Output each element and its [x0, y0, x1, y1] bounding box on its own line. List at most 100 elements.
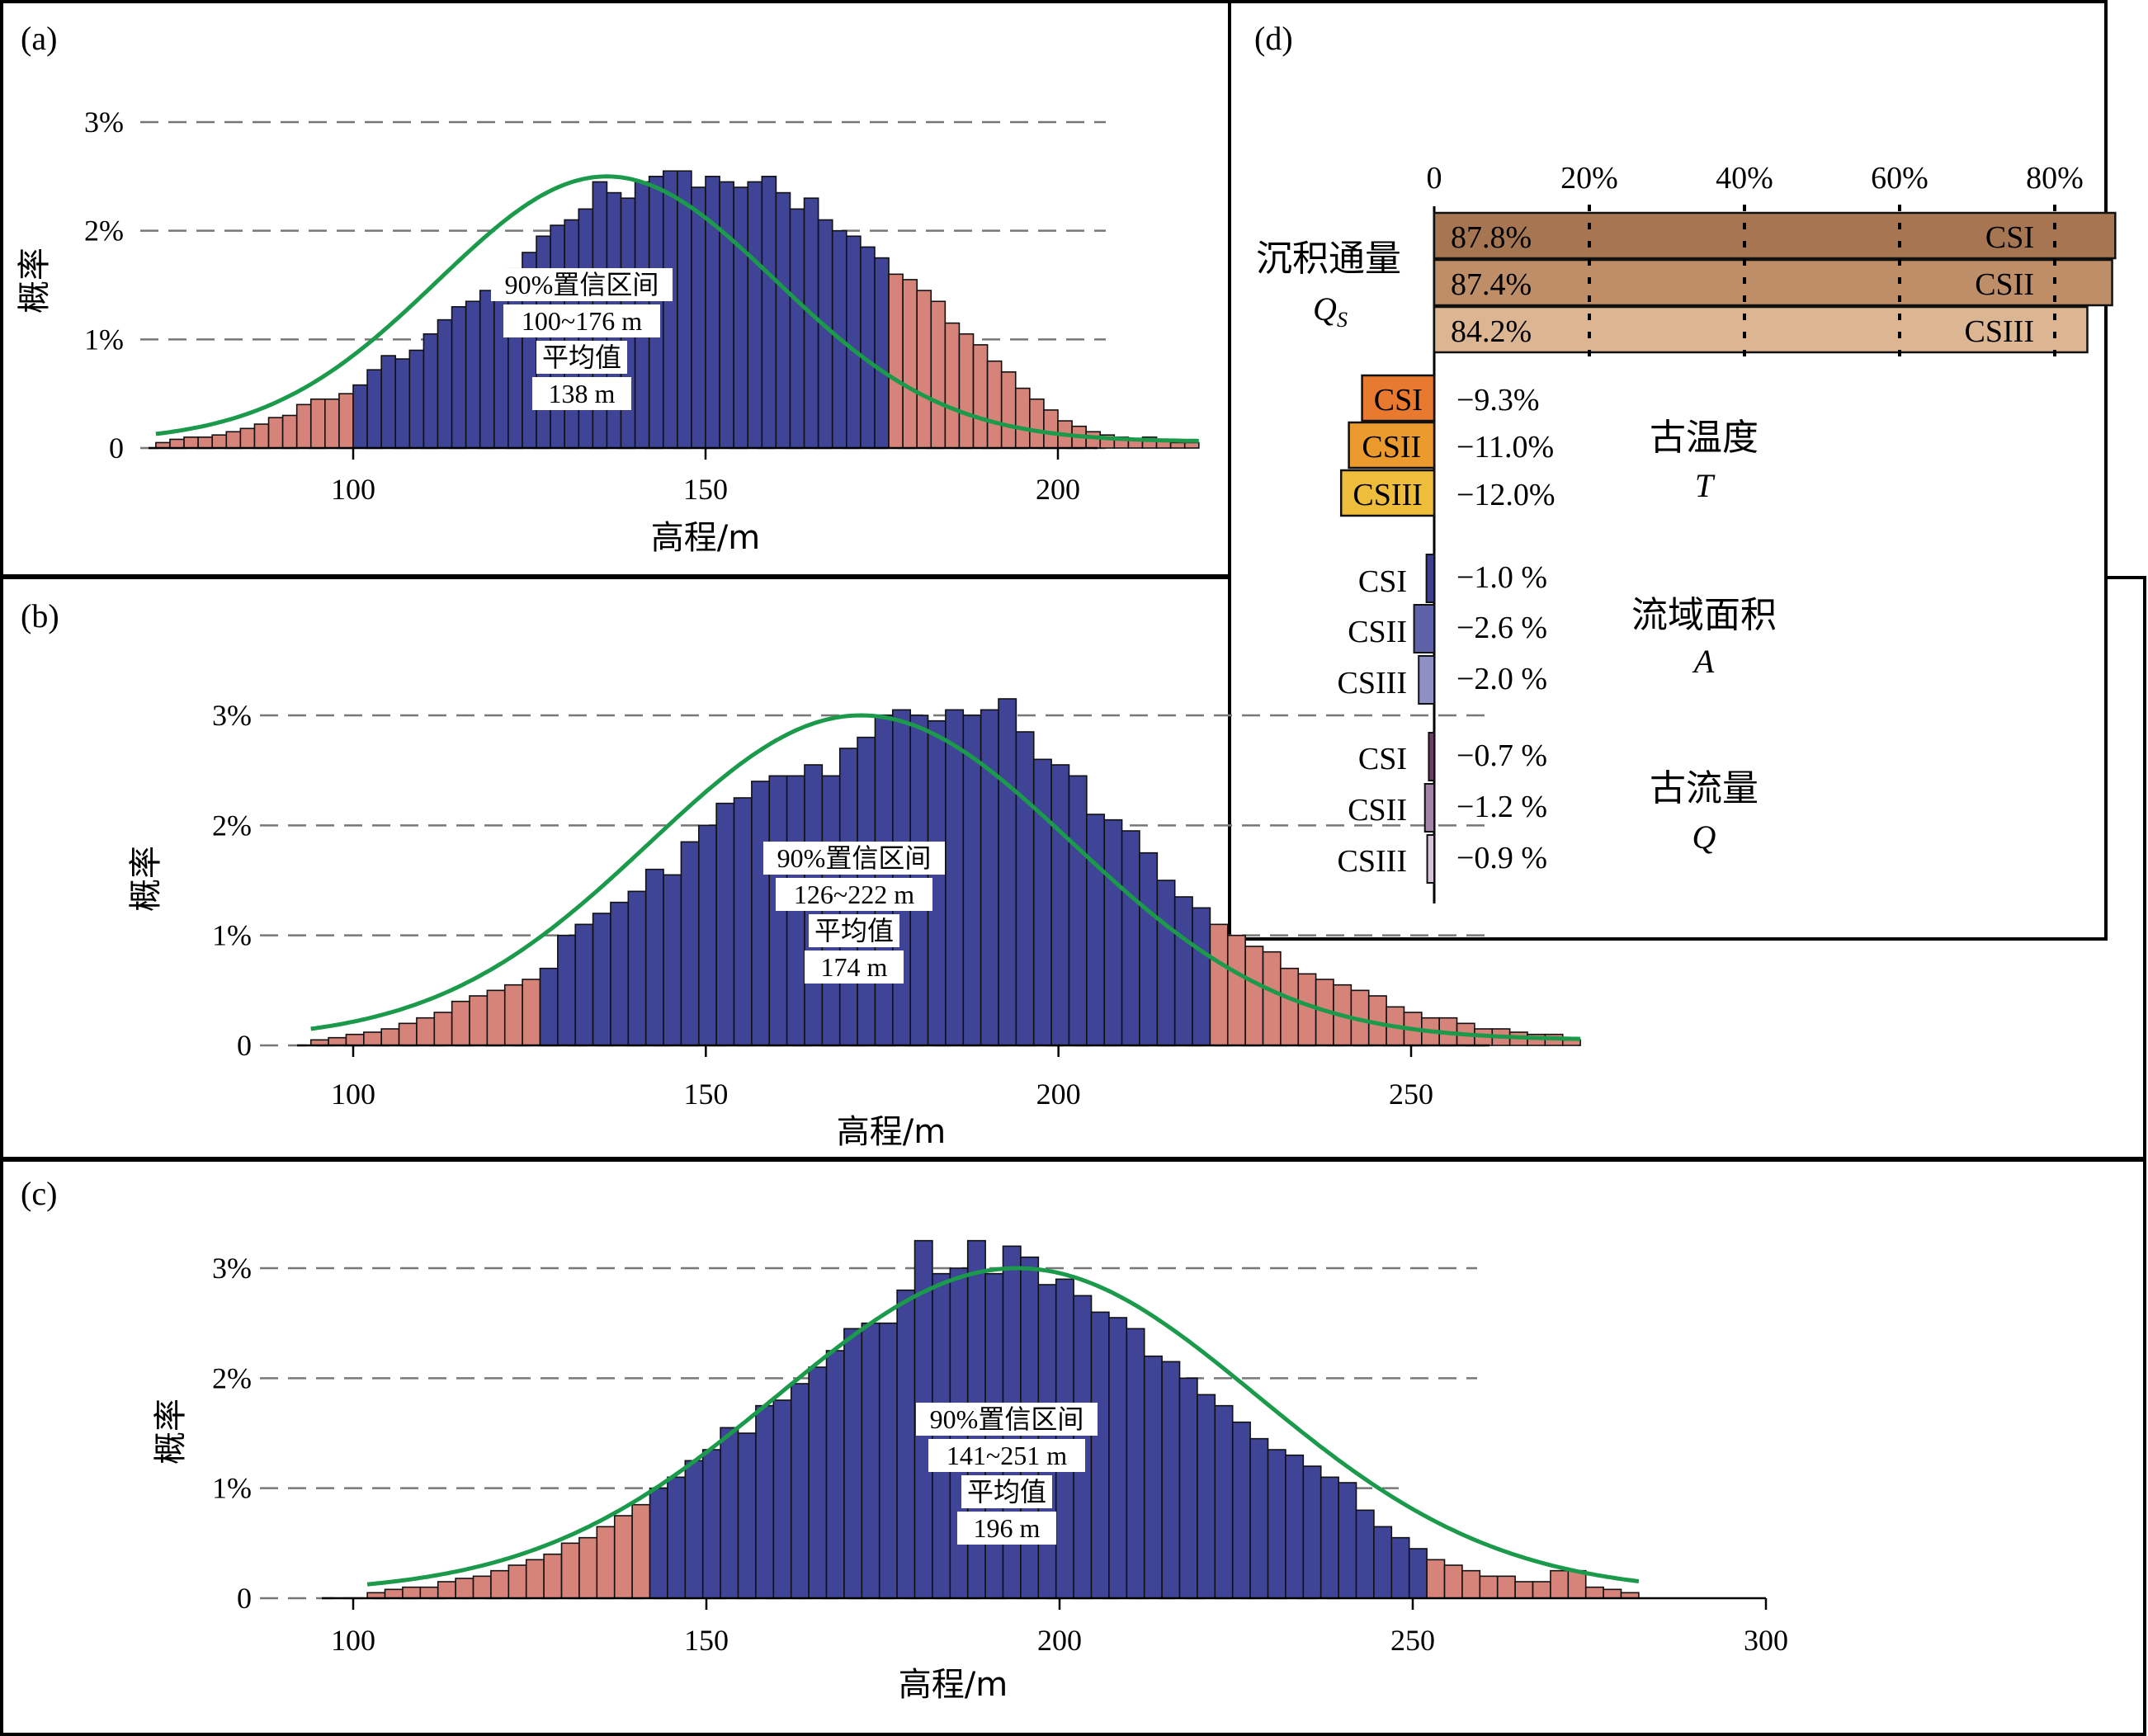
bar-inside-ci — [715, 802, 735, 1046]
bar-inside-ci — [789, 208, 805, 449]
x-axis-title: 高程/m — [899, 1666, 1008, 1704]
bar-inside-ci — [701, 1449, 721, 1599]
bar-inside-ci — [719, 181, 734, 449]
bar-inside-ci — [861, 1322, 880, 1599]
annotation-bg — [491, 268, 673, 301]
flow-bar-label: CSII — [1348, 793, 1407, 828]
bar-inside-ci — [680, 841, 700, 1046]
bar-inside-ci — [984, 1272, 1004, 1599]
annotation-bg — [961, 1475, 1052, 1508]
x-tick-label: 100 — [331, 473, 375, 506]
bar-inside-ci — [380, 355, 397, 449]
y-axis-title: 概率 — [152, 1399, 190, 1465]
bar-inside-ci — [846, 235, 862, 449]
bar-inside-ci — [1126, 1328, 1145, 1599]
area-bar-value: −2.0 % — [1456, 662, 1547, 696]
qs-bar-value: 87.8% — [1451, 220, 1532, 255]
area-bar-label: CSIII — [1338, 666, 1407, 701]
bar-outside-ci — [1280, 967, 1300, 1046]
bar-inside-ci — [408, 349, 425, 449]
mean-annotation: 平均值 — [542, 342, 621, 372]
bar-inside-ci — [772, 1399, 792, 1599]
bar-outside-ci — [1584, 1586, 1604, 1599]
bar-inside-ci — [574, 923, 594, 1046]
bar-inside-ci — [747, 181, 763, 449]
bar-outside-ci — [1550, 1569, 1570, 1599]
bar-outside-ci — [451, 1000, 470, 1046]
area-bar-label: CSII — [1348, 615, 1407, 649]
bar-outside-ci — [1297, 973, 1317, 1046]
bar-inside-ci — [998, 698, 1017, 1046]
annotation-bg — [536, 341, 627, 374]
bar-inside-ci — [394, 358, 411, 449]
bar-inside-ci — [1086, 814, 1106, 1046]
bar-inside-ci — [352, 384, 368, 449]
bar-outside-ci — [578, 1536, 598, 1599]
bar-inside-ci — [627, 890, 647, 1046]
bar-outside-ci — [211, 434, 228, 449]
bar-inside-ci — [684, 1460, 704, 1599]
bar-inside-ci — [697, 824, 717, 1046]
bar-inside-ci — [874, 257, 890, 449]
bar-inside-ci — [465, 300, 481, 449]
annotation-bg — [916, 1403, 1098, 1436]
bar-outside-ci — [1226, 934, 1246, 1046]
bar-outside-ci — [281, 414, 298, 449]
bar-inside-ci — [980, 709, 999, 1046]
x-tick-label: 20% — [1560, 161, 1618, 196]
mean-annotation: 平均值 — [967, 1477, 1046, 1507]
group-label: 古流量 — [1650, 767, 1759, 809]
bar-outside-ci — [1532, 1581, 1551, 1599]
x-tick-label: 100 — [331, 1078, 375, 1111]
flow-bar — [1428, 732, 1436, 781]
bar-inside-ci — [945, 709, 965, 1046]
bar-inside-ci — [733, 797, 753, 1046]
bar-outside-ci — [1461, 1569, 1481, 1599]
bar-inside-ci — [1231, 1421, 1251, 1599]
bar-inside-ci — [1055, 1278, 1074, 1599]
bar-outside-ci — [253, 423, 270, 449]
qs-bar-label: CSIII — [1965, 314, 2034, 349]
x-tick-label: 60% — [1871, 161, 1928, 196]
bar-inside-ci — [479, 290, 495, 449]
flow-bar-label: CSI — [1358, 742, 1407, 776]
bar-outside-ci — [380, 1028, 400, 1046]
bar-outside-ci — [503, 984, 523, 1046]
bar-inside-ci — [667, 1476, 687, 1599]
bar-inside-ci — [720, 1427, 739, 1599]
panel-label: (c) — [21, 1175, 57, 1212]
x-tick-label: 200 — [1036, 473, 1080, 506]
bar-inside-ci — [1121, 830, 1140, 1046]
bar-outside-ci — [986, 360, 1003, 449]
flow-bar-value: −0.7 % — [1456, 738, 1547, 773]
temp-bar-label: CSIII — [1353, 478, 1422, 512]
bar-inside-ci — [1408, 1548, 1428, 1599]
mean-annotation: 196 m — [974, 1513, 1041, 1543]
bar-outside-ci — [888, 273, 904, 449]
y-axis-title: 概率 — [16, 248, 54, 314]
area-bar-label: CSI — [1358, 564, 1407, 599]
x-tick-label: 200 — [1037, 1624, 1082, 1657]
bar-outside-ci — [197, 436, 213, 449]
y-tick-label: 3% — [212, 699, 252, 732]
area-bar-value: −1.0 % — [1456, 560, 1547, 595]
mean-annotation: 174 m — [821, 952, 888, 982]
bar-outside-ci — [1000, 371, 1017, 449]
bar-inside-ci — [892, 709, 911, 1046]
bar-outside-ci — [267, 417, 284, 449]
bar-outside-ci — [930, 300, 947, 449]
y-tick-label: 1% — [212, 919, 252, 952]
bar-inside-ci — [843, 1328, 863, 1599]
x-axis-title: 高程/m — [651, 519, 760, 557]
bar-outside-ci — [455, 1578, 474, 1599]
bar-outside-ci — [1169, 441, 1186, 449]
panel-d: (d) 0 20% 40% 60% 80% 87.8% CSI 87.4% CSII 84.2% CS… — [1254, 20, 2117, 903]
bar-inside-ci — [592, 913, 611, 1046]
temp-bar — [1339, 469, 1436, 517]
bar-inside-ci — [737, 1432, 757, 1599]
bar-outside-ci — [472, 1575, 492, 1599]
bar-inside-ci — [1090, 1311, 1110, 1599]
bar-outside-ci — [596, 1526, 616, 1599]
x-tick-label: 40% — [1716, 161, 1773, 196]
bar-inside-ci — [878, 1322, 898, 1599]
